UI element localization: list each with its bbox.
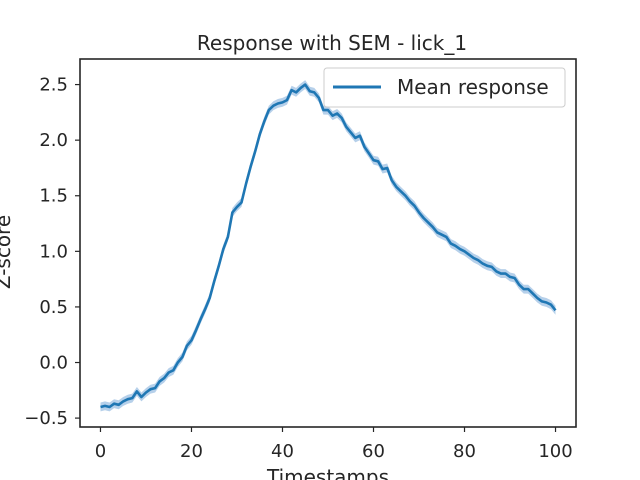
x-tick-label: 0 xyxy=(95,441,106,462)
x-tick-label: 40 xyxy=(271,441,294,462)
y-axis: −0.5 0.0 0.5 1.0 1.5 2.0 2.5 xyxy=(24,75,80,429)
y-tick-label: 2.0 xyxy=(39,130,68,151)
x-tick-label: 20 xyxy=(180,441,203,462)
y-axis-label: Z-score xyxy=(0,215,15,289)
y-tick-label: 1.5 xyxy=(39,186,68,207)
legend: Mean response xyxy=(323,67,566,108)
y-tick-label: 0.5 xyxy=(39,297,68,318)
y-tick-label: −0.5 xyxy=(24,408,68,429)
x-axis-label: Timestamps xyxy=(266,465,389,480)
y-tick-label: 2.5 xyxy=(39,75,68,96)
x-tick-label: 80 xyxy=(453,441,476,462)
x-tick-label: 60 xyxy=(362,441,385,462)
x-axis: 0 20 40 60 80 100 xyxy=(95,427,573,462)
series-line-mean-response xyxy=(100,83,557,409)
plot-area xyxy=(100,80,557,412)
chart-title: Response with SEM - lick_1 xyxy=(197,31,467,55)
x-tick-label: 100 xyxy=(538,441,572,462)
y-tick-label: 1.0 xyxy=(39,241,68,262)
axes-frame xyxy=(79,58,577,428)
legend-label: Mean response xyxy=(397,75,549,99)
legend-box xyxy=(323,67,566,108)
y-tick-label: 0.0 xyxy=(39,353,68,374)
